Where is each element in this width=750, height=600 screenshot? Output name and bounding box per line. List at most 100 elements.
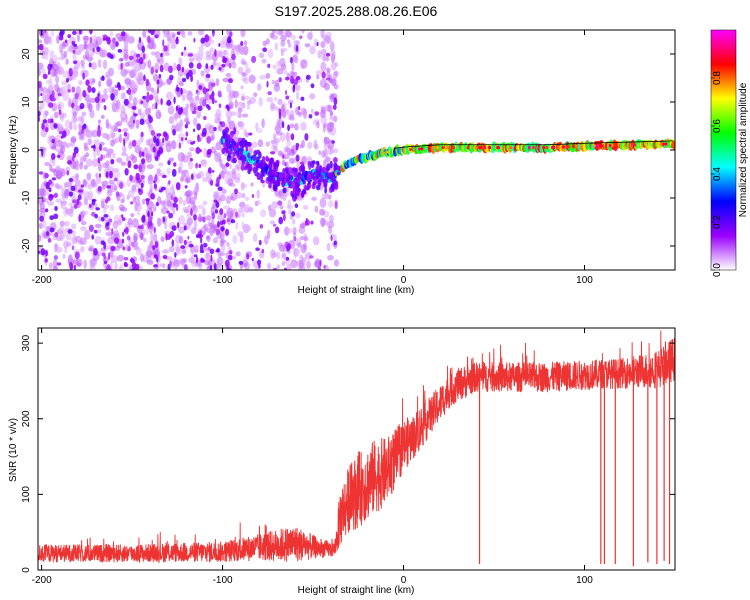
noise-blob (154, 240, 159, 249)
noise-blob (256, 83, 262, 91)
noise-blob (328, 214, 334, 223)
noise-blob (49, 227, 55, 233)
noise-blob (192, 53, 200, 61)
noise-blob (290, 263, 298, 269)
noise-blob (153, 136, 157, 144)
noise-blob (173, 162, 177, 167)
noise-blob (168, 180, 171, 185)
noise-blob (308, 114, 313, 119)
noise-blob (41, 198, 45, 203)
noise-blob (48, 187, 52, 193)
noise-blob (59, 220, 65, 227)
noise-blob (261, 58, 267, 64)
noise-blob (218, 67, 222, 71)
noise-blob (189, 103, 194, 112)
noise-blob (153, 183, 158, 189)
noise-blob (180, 87, 183, 95)
noise-blob (53, 123, 58, 129)
noise-blob (81, 111, 87, 117)
noise-blob (171, 42, 177, 49)
noise-blob (38, 80, 42, 89)
noise-blob (103, 213, 109, 218)
noise-blob (225, 104, 229, 109)
noise-blob (314, 258, 321, 268)
noise-blob (135, 172, 140, 181)
noise-blob (136, 209, 141, 216)
noise-blob (130, 213, 135, 218)
noise-blob (180, 106, 183, 114)
noise-blob (177, 151, 185, 162)
noise-blob (294, 203, 299, 209)
noise-blob (53, 243, 58, 253)
noise-blob (102, 146, 108, 152)
noise-blob (135, 119, 140, 129)
noise-blob (295, 142, 300, 148)
noise-blob (182, 206, 190, 213)
noise-blob (290, 240, 296, 250)
noise-blob (80, 115, 85, 125)
noise-blob (80, 226, 87, 232)
colorbar: 0.0 0.2 0.4 0.6 0.8 Normalized spectral ampl… (710, 29, 749, 277)
signal-halo (289, 174, 294, 181)
noise-blob (80, 184, 85, 188)
noise-blob (97, 59, 102, 68)
noise-blob (200, 236, 203, 244)
noise-blob (123, 131, 128, 137)
noise-blob (259, 74, 267, 80)
noise-blob (153, 254, 157, 258)
noise-blob (131, 261, 137, 269)
noise-blob (143, 146, 149, 157)
noise-blob (91, 234, 95, 240)
noise-blob (67, 160, 72, 165)
noise-blob (97, 162, 102, 172)
noise-blob (178, 81, 184, 87)
noise-blob (310, 220, 314, 225)
noise-blob (121, 238, 125, 244)
noise-blob (241, 72, 247, 77)
noise-blob (266, 229, 271, 240)
noise-blob (139, 253, 145, 263)
noise-blob (82, 72, 86, 80)
noise-blob (112, 167, 120, 173)
noise-blob (175, 182, 181, 191)
noise-blob (68, 191, 74, 197)
noise-blob (210, 64, 214, 70)
noise-blob (154, 62, 160, 72)
noise-blob (261, 248, 265, 254)
spectrogram-ytick-label: -20 (21, 238, 32, 253)
noise-blob (288, 157, 295, 164)
noise-blob (123, 261, 128, 268)
noise-blob (113, 177, 118, 182)
noise-blob (38, 39, 43, 44)
noise-blob (72, 53, 77, 62)
noise-blob (185, 131, 189, 137)
noise-blob (101, 98, 106, 103)
noise-blob (105, 231, 113, 237)
noise-blob (294, 122, 299, 131)
noise-blob (188, 62, 194, 69)
noise-blob (181, 77, 187, 83)
noise-blob (46, 36, 52, 43)
noise-blob (135, 263, 140, 270)
noise-blob (62, 254, 66, 259)
noise-blob (70, 223, 77, 230)
noise-blob (65, 166, 71, 172)
colorbar-tick-label: 0.4 (712, 167, 723, 181)
noise-blob (192, 128, 196, 133)
noise-blob (310, 83, 315, 89)
noise-blob (280, 49, 284, 57)
noise-blob (219, 220, 224, 226)
noise-blob (183, 46, 187, 51)
noise-blob (268, 208, 277, 218)
signal-halo (315, 160, 320, 166)
noise-blob (152, 90, 159, 100)
noise-blob (202, 200, 208, 206)
signal-hotspot (567, 145, 571, 149)
noise-blob (189, 196, 196, 206)
noise-blob (327, 104, 333, 113)
noise-blob (168, 116, 175, 125)
noise-blob (95, 172, 99, 179)
noise-blob (78, 136, 85, 141)
noise-blob (293, 236, 297, 242)
noise-blob (175, 105, 179, 111)
